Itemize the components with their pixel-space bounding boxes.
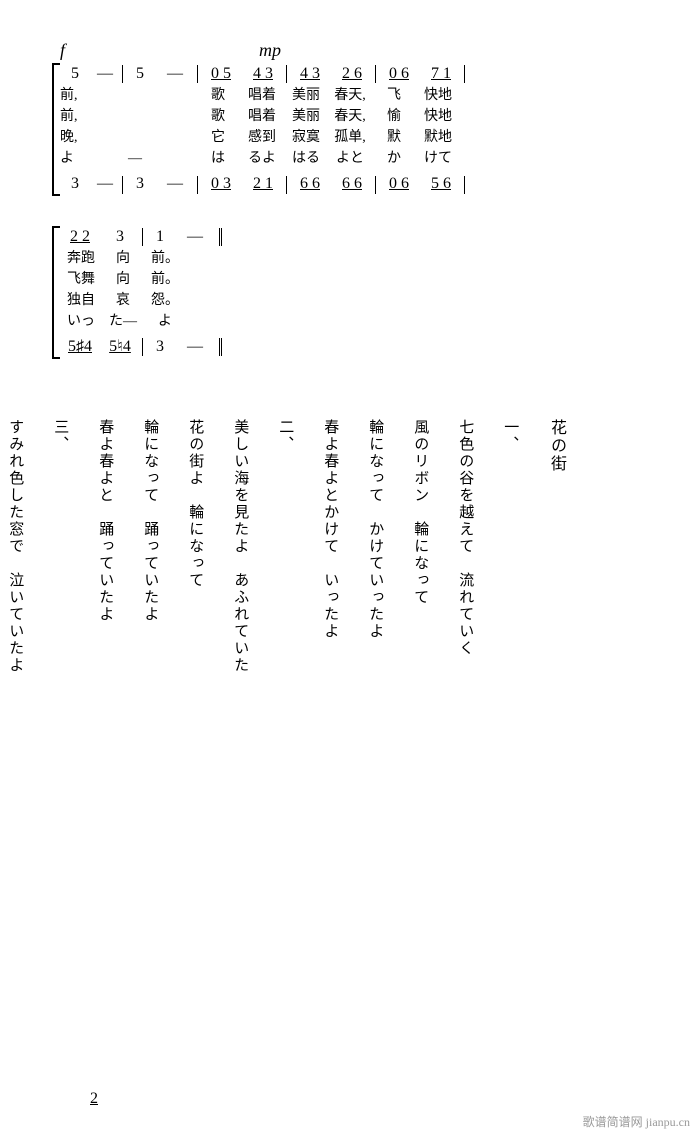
- dynamics-row: f mp: [60, 40, 640, 61]
- poem-section: 花の街 一、 七色の谷を越えて 流れていく 風のリボン 輪になって 輪になって …: [60, 419, 640, 674]
- lyrics-2-3: 独自 哀 怨。: [60, 290, 640, 311]
- sheet-music-page: f mp 5 — 5 — 0 5 4 3 4 3 2 6 0 6 7 1 前,: [0, 0, 700, 694]
- bottom-staff-1: 3 — 3 — 0 3 2 1 6 6 6 6 0 6 5 6: [60, 173, 640, 195]
- lyrics-1-2: 前, 歌 唱着 美丽 春天, 愉 快地: [60, 106, 640, 127]
- verse-1-line-1: 七色の谷を越えて 流れていく: [451, 419, 478, 674]
- top-staff-1: 5 — 5 — 0 5 4 3 4 3 2 6 0 6 7 1: [60, 63, 640, 85]
- lyrics-2-1: 奔跑 向 前。: [60, 248, 640, 269]
- system-bracket: [52, 63, 60, 196]
- system-bracket: [52, 226, 60, 359]
- verse-3-num: 三、: [46, 419, 73, 674]
- verse-2-line-1: 美しい海を見たよ あふれていた: [226, 419, 253, 674]
- lyrics-1-4: よ — は るよ はる よと か けて: [60, 148, 640, 169]
- verse-2-line-3: 輪になって 踊っていたよ: [136, 419, 163, 674]
- verse-3-line-1: すみれ色した窓で 泣いていたよ: [1, 419, 28, 674]
- verse-2-line-2: 花の街よ 輪になって: [181, 419, 208, 674]
- watermark: 歌谱简谱网 jianpu.cn: [583, 1113, 690, 1130]
- dynamic-mp: mp: [250, 40, 290, 61]
- lyrics-2-4: いっ た— よ: [60, 311, 640, 332]
- page-number: 2: [90, 1090, 98, 1108]
- poem-title: 花の街: [541, 419, 570, 674]
- music-system-1: 5 — 5 — 0 5 4 3 4 3 2 6 0 6 7 1 前, 歌 唱着 …: [60, 63, 640, 196]
- verse-2-line-4: 春よ春よと 踊っていたよ: [91, 419, 118, 674]
- lyrics-1-3: 晚, 它 感到 寂寞 孤单, 默 默地: [60, 127, 640, 148]
- top-staff-2: 2 2 3 1 —: [60, 226, 640, 248]
- lyrics-2-2: 飞舞 向 前。: [60, 269, 640, 290]
- verse-1-line-2: 風のリボン 輪になって: [406, 419, 433, 674]
- bottom-staff-2: 5♯4 5♮4 3 —: [60, 336, 640, 358]
- lyrics-1-1: 前, 歌 唱着 美丽 春天, 飞 快地: [60, 85, 640, 106]
- verse-1-num: 一、: [496, 419, 523, 674]
- verse-1-line-3: 輪になって かけていったよ: [361, 419, 388, 674]
- music-system-2: 2 2 3 1 — 奔跑 向 前。 飞舞 向 前。 独自 哀 怨。 いっ た— …: [60, 226, 640, 359]
- verse-1-line-4: 春よ春よとかけて いったよ: [316, 419, 343, 674]
- verse-2-num: 二、: [271, 419, 298, 674]
- dynamic-f: f: [60, 40, 100, 61]
